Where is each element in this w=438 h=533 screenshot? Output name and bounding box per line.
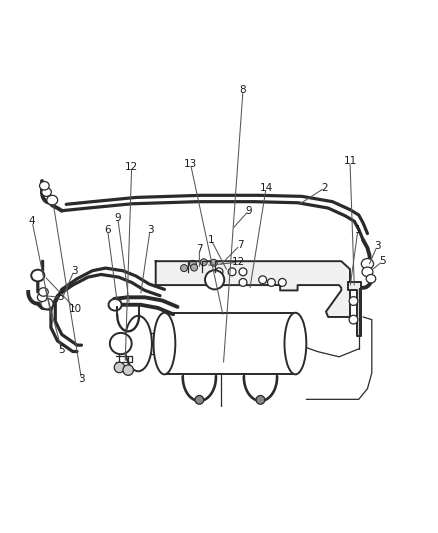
Text: 5: 5: [58, 292, 64, 302]
Text: 9: 9: [114, 213, 121, 223]
Ellipse shape: [361, 259, 374, 269]
Text: 7: 7: [196, 245, 203, 254]
Circle shape: [268, 279, 276, 286]
Circle shape: [180, 264, 187, 272]
Text: 5: 5: [379, 256, 386, 266]
Ellipse shape: [31, 270, 44, 281]
Circle shape: [114, 362, 125, 373]
Circle shape: [205, 270, 224, 289]
Text: 8: 8: [240, 85, 246, 95]
Ellipse shape: [109, 299, 122, 311]
Circle shape: [191, 264, 198, 271]
Ellipse shape: [124, 316, 152, 372]
Circle shape: [210, 259, 217, 266]
Text: 9: 9: [245, 206, 252, 216]
Text: 12: 12: [125, 161, 138, 172]
Ellipse shape: [362, 267, 373, 277]
Text: 3: 3: [147, 225, 153, 236]
Ellipse shape: [153, 313, 175, 374]
Ellipse shape: [39, 182, 49, 190]
Circle shape: [349, 315, 358, 324]
Text: 3: 3: [374, 241, 380, 252]
Circle shape: [123, 365, 134, 375]
Ellipse shape: [37, 293, 47, 302]
Text: 4: 4: [29, 216, 35, 227]
Text: 11: 11: [343, 156, 357, 166]
Circle shape: [349, 297, 358, 305]
Text: 12: 12: [232, 257, 245, 267]
Polygon shape: [155, 261, 350, 317]
Circle shape: [195, 395, 204, 404]
Text: 5: 5: [59, 345, 65, 356]
Circle shape: [215, 268, 223, 276]
Ellipse shape: [41, 298, 53, 309]
Text: 3: 3: [71, 266, 78, 276]
Text: 1: 1: [208, 235, 215, 245]
Ellipse shape: [285, 313, 306, 374]
Text: 7: 7: [237, 240, 243, 251]
Circle shape: [200, 259, 207, 266]
Ellipse shape: [39, 288, 48, 296]
Circle shape: [259, 276, 267, 284]
Text: 6: 6: [104, 225, 111, 236]
Circle shape: [189, 260, 196, 268]
Text: 3: 3: [78, 374, 85, 384]
Text: 13: 13: [184, 159, 197, 169]
Ellipse shape: [110, 333, 132, 354]
Text: 14: 14: [260, 183, 273, 193]
Text: 2: 2: [321, 183, 328, 193]
Ellipse shape: [42, 188, 51, 196]
Circle shape: [228, 268, 236, 276]
Circle shape: [239, 279, 247, 286]
Ellipse shape: [366, 274, 376, 283]
Circle shape: [256, 395, 265, 404]
Text: 1: 1: [354, 225, 361, 236]
Circle shape: [239, 268, 247, 276]
Ellipse shape: [47, 195, 58, 205]
Bar: [164, 313, 295, 374]
Polygon shape: [348, 282, 361, 336]
Text: 10: 10: [69, 304, 82, 314]
Circle shape: [279, 279, 286, 286]
